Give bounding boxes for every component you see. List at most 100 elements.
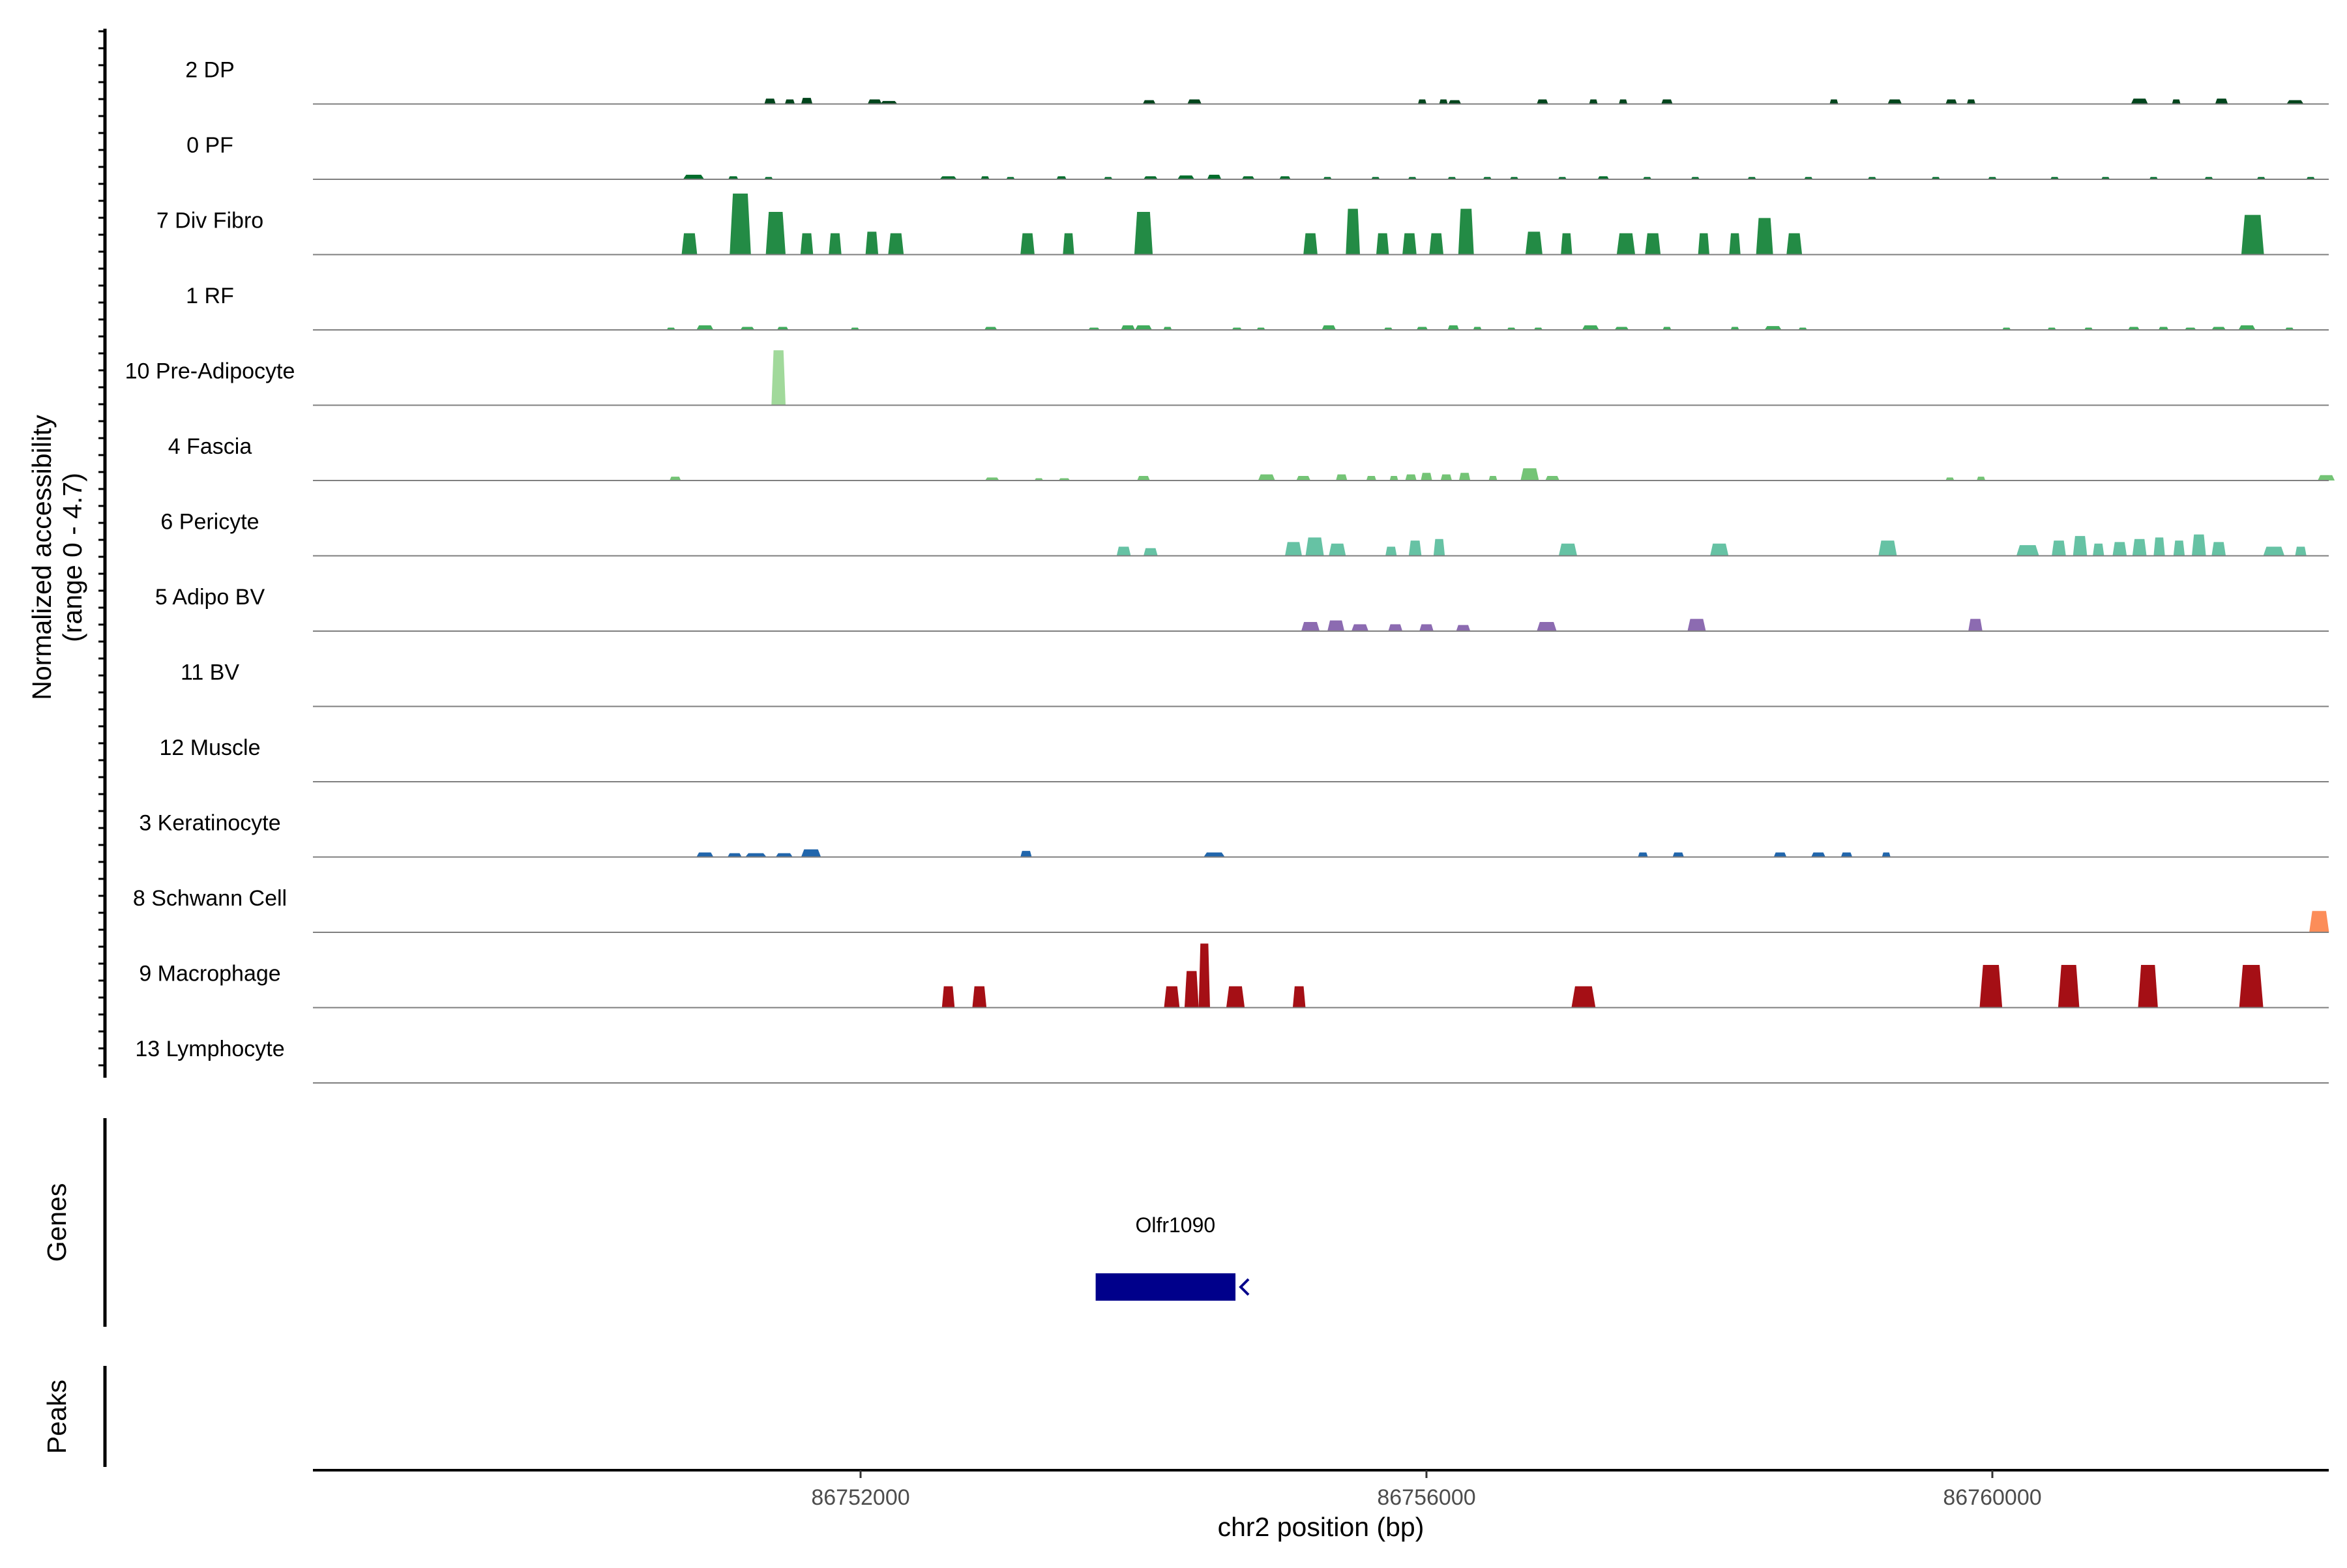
accessibility-peak — [2138, 964, 2158, 1008]
track-3-keratinocyte: 3 Keratinocyte — [139, 811, 2329, 858]
accessibility-peak — [2211, 542, 2226, 556]
accessibility-peak — [941, 986, 955, 1008]
accessibility-peak — [1979, 964, 2003, 1008]
accessibility-peak — [1301, 621, 1320, 631]
accessibility-peak — [984, 477, 999, 481]
track-8-schwann-cell: 8 Schwann Cell — [133, 886, 2329, 933]
genes-panel-label: Genes — [42, 1183, 72, 1262]
accessibility-peak — [1945, 477, 1955, 481]
accessibility-peak — [880, 100, 898, 104]
track-7-div-fibro: 7 Div Fibro — [156, 193, 2329, 256]
accessibility-peak — [2131, 98, 2148, 104]
accessibility-peak — [1389, 475, 1398, 481]
accessibility-peak — [2211, 327, 2226, 330]
accessibility-peak — [1187, 99, 1202, 104]
y-axis-title-line2: (range 0 - 4.7) — [57, 473, 87, 642]
accessibility-peak — [696, 325, 714, 330]
accessibility-peak — [1456, 625, 1471, 631]
accessibility-peak — [745, 853, 767, 857]
accessibility-peak — [1730, 327, 1739, 330]
accessibility-peak — [1020, 233, 1035, 255]
accessibility-peak — [1537, 99, 1548, 104]
accessibility-peak — [1756, 218, 1773, 255]
accessibility-peak — [1887, 99, 1902, 104]
track-5-adipo-bv: 5 Adipo BV — [155, 585, 2329, 632]
accessibility-peak — [888, 233, 904, 255]
accessibility-peak — [1619, 99, 1628, 104]
accessibility-peak — [867, 99, 882, 104]
accessibility-peak — [1292, 986, 1306, 1008]
track-0-pf: 0 PF — [186, 133, 2329, 180]
x-axis-title: chr2 position (bp) — [1218, 1512, 1424, 1542]
accessibility-peak — [1388, 624, 1403, 631]
accessibility-peak — [1142, 100, 1156, 104]
accessibility-peak — [1241, 176, 1255, 179]
accessibility-peak — [1177, 175, 1195, 179]
accessibility-peak — [1829, 99, 1838, 104]
accessibility-peak — [1878, 540, 1897, 556]
accessibility-peak — [1458, 473, 1471, 481]
accessibility-peak — [1447, 325, 1459, 330]
accessibility-peak — [765, 211, 786, 255]
accessibility-peak — [2172, 99, 2181, 104]
accessibility-peak — [2238, 325, 2256, 330]
accessibility-peak — [728, 853, 742, 857]
track-4-fascia: 4 Fascia — [168, 434, 2335, 481]
accessibility-peak — [1525, 231, 1543, 255]
accessibility-peak — [2191, 534, 2206, 556]
accessibility-peak — [972, 986, 987, 1008]
accessibility-peak — [1582, 325, 1599, 330]
accessibility-peak — [1458, 209, 1474, 255]
accessibility-peak — [728, 176, 739, 179]
accessibility-peak — [1346, 209, 1361, 255]
track-12-muscle: 12 Muscle — [160, 735, 2329, 782]
accessibility-peak — [1116, 546, 1131, 556]
accessibility-peak — [1279, 176, 1291, 179]
accessibility-peak — [2263, 546, 2285, 556]
track-10-pre-adipocyte: 10 Pre-Adipocyte — [125, 350, 2329, 406]
accessibility-peak — [683, 174, 705, 179]
accessibility-peak — [776, 327, 789, 330]
accessibility-peak — [1616, 233, 1636, 255]
accessibility-peak — [1226, 986, 1245, 1008]
track-6-pericyte: 6 Pericyte — [160, 510, 2329, 557]
accessibility-peak — [1945, 99, 1957, 104]
accessibility-peak — [1638, 852, 1648, 857]
accessibility-peak — [2052, 540, 2066, 556]
accessibility-peak — [771, 350, 786, 406]
accessibility-peak — [1207, 174, 1222, 179]
accessibility-peak — [1520, 468, 1539, 481]
accessibility-peak — [1645, 233, 1661, 255]
accessibility-peak — [1056, 176, 1067, 179]
track-label: 13 Lymphocyte — [135, 1037, 284, 1061]
accessibility-peak — [670, 477, 681, 481]
accessibility-peak — [1811, 852, 1825, 857]
track-2-dp: 2 DP — [185, 58, 2329, 105]
accessibility-peak — [1439, 99, 1448, 104]
accessibility-peak — [1063, 233, 1074, 255]
tracks-layer: 2 DP 0 PF 7 Div Fibro 1 RF 10 Pre-Adipocyte 4… — [125, 58, 2335, 1084]
accessibility-peak — [1786, 233, 1803, 255]
accessibility-peak — [1321, 325, 1336, 330]
accessibility-peak — [1303, 233, 1318, 255]
accessibility-peak — [1336, 474, 1348, 481]
accessibility-peak — [2309, 911, 2329, 932]
accessibility-peak — [2286, 100, 2304, 104]
accessibility-peak — [1545, 475, 1559, 481]
track-label: 8 Schwann Cell — [133, 886, 287, 911]
accessibility-peak — [1351, 624, 1369, 631]
accessibility-peak — [1421, 473, 1432, 481]
accessibility-peak — [696, 852, 714, 857]
accessibility-peak — [1376, 233, 1389, 255]
x-tick-label: 86756000 — [1377, 1485, 1475, 1510]
accessibility-peak — [1614, 327, 1629, 330]
track-label: 11 BV — [181, 660, 239, 685]
accessibility-peak — [2153, 537, 2165, 556]
accessibility-peak — [740, 327, 755, 330]
accessibility-peak — [2132, 539, 2147, 556]
accessibility-peak — [1134, 211, 1153, 255]
accessibility-peak — [939, 176, 957, 179]
accessibility-peak — [1729, 233, 1741, 255]
accessibility-peak — [1296, 475, 1311, 481]
